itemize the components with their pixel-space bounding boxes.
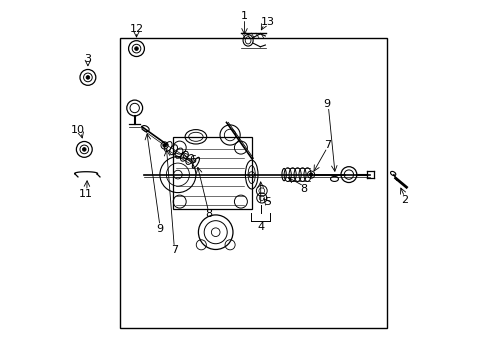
Circle shape xyxy=(86,76,89,79)
Text: 8: 8 xyxy=(300,184,307,194)
Circle shape xyxy=(82,148,86,151)
Bar xyxy=(172,137,251,209)
Text: 1: 1 xyxy=(241,11,247,21)
Text: 9: 9 xyxy=(156,224,163,234)
Text: 3: 3 xyxy=(84,54,91,64)
Text: 7: 7 xyxy=(170,245,178,255)
Text: 7: 7 xyxy=(323,140,330,150)
Text: 9: 9 xyxy=(323,99,330,109)
Circle shape xyxy=(163,144,166,147)
Text: 6: 6 xyxy=(188,155,195,165)
Text: 2: 2 xyxy=(400,195,407,205)
Text: 4: 4 xyxy=(257,222,264,232)
Text: 8: 8 xyxy=(204,209,212,219)
Text: 5: 5 xyxy=(264,197,271,207)
Text: 11: 11 xyxy=(78,189,92,199)
Text: 10: 10 xyxy=(71,125,85,135)
Circle shape xyxy=(309,173,312,176)
Circle shape xyxy=(134,47,138,50)
Text: 13: 13 xyxy=(261,17,274,27)
Bar xyxy=(120,38,386,328)
Text: 12: 12 xyxy=(129,24,143,34)
